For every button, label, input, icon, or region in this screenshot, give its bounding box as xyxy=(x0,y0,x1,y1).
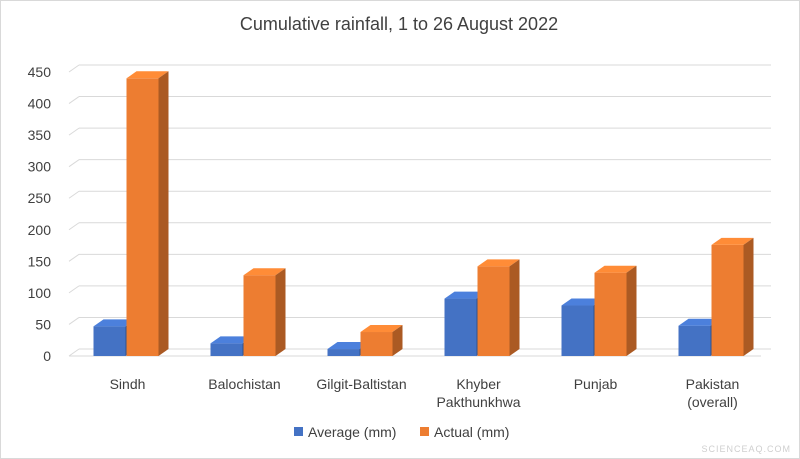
gridline-depth xyxy=(68,348,80,357)
gridline-depth xyxy=(68,159,80,168)
bar-front xyxy=(126,78,159,357)
x-tick-label: Khyber Pakthunkhwa xyxy=(436,376,520,410)
bar-top xyxy=(360,325,403,333)
bar xyxy=(126,71,169,357)
y-tick-label: 400 xyxy=(28,96,52,112)
bar-front xyxy=(210,343,243,356)
y-tick-label: 0 xyxy=(43,348,51,364)
bar xyxy=(594,265,637,356)
y-tick-label: 300 xyxy=(28,159,52,175)
legend-swatch xyxy=(420,427,429,436)
bar-side xyxy=(509,259,520,356)
bar-front xyxy=(93,326,126,356)
bar xyxy=(711,237,754,356)
bar-top xyxy=(93,319,136,327)
bar-front xyxy=(477,266,510,356)
bar xyxy=(243,268,286,356)
legend-item: Actual (mm) xyxy=(420,424,509,440)
x-tick-label: Gilgit-Baltistan xyxy=(316,376,406,392)
y-tick-label: 450 xyxy=(28,64,52,80)
bar-front xyxy=(711,244,744,356)
bar-front xyxy=(678,325,711,356)
gridline-depth xyxy=(68,127,80,136)
legend-swatch xyxy=(294,427,303,436)
bar-front xyxy=(594,272,627,356)
chart-title: Cumulative rainfall, 1 to 26 August 2022 xyxy=(240,14,558,34)
bar-top xyxy=(126,71,169,79)
x-tick-label: Balochistan xyxy=(208,376,280,392)
bar-top xyxy=(561,298,604,306)
gridline-depth xyxy=(68,317,80,325)
gridline-depth xyxy=(68,96,80,104)
y-axis-ticks: 0 50 100 150 200 250 300 350 400 450 xyxy=(28,64,52,364)
bar-side xyxy=(626,265,637,356)
bars xyxy=(93,71,754,357)
y-tick-label: 200 xyxy=(28,222,52,238)
bar xyxy=(360,325,403,356)
bar-top xyxy=(711,237,754,245)
bar xyxy=(477,259,520,356)
bar-front xyxy=(561,305,594,356)
bar-side xyxy=(158,71,169,357)
gridline-depth xyxy=(68,253,80,262)
legend: Average (mm) Actual (mm) xyxy=(294,424,509,440)
bar-front xyxy=(360,332,393,356)
y-tick-label: 350 xyxy=(28,127,52,143)
bar-side xyxy=(275,268,286,356)
gridlines xyxy=(68,64,771,357)
bar-top xyxy=(594,265,637,273)
bar-side xyxy=(743,237,754,356)
x-tick-label: Sindh xyxy=(110,376,146,392)
y-tick-label: 50 xyxy=(35,316,51,332)
x-axis-ticks: Sindh Balochistan Gilgit-Baltistan Khyber Pa… xyxy=(110,376,740,410)
bar-top xyxy=(444,291,487,299)
x-tick-label: Pakistan (overall) xyxy=(686,376,740,410)
watermark: SCIENCEAQ.COM xyxy=(701,444,791,454)
bar-top xyxy=(678,318,721,326)
legend-label: Average (mm) xyxy=(308,424,396,440)
y-tick-label: 150 xyxy=(28,253,52,269)
bar-front xyxy=(327,349,360,356)
bar-top xyxy=(243,268,286,276)
bar-side xyxy=(392,325,403,356)
legend-item: Average (mm) xyxy=(294,424,396,440)
gridline-depth xyxy=(68,190,80,199)
gridline-depth xyxy=(68,222,80,231)
x-tick-label: Punjab xyxy=(574,376,618,392)
bar-top xyxy=(477,259,520,267)
bar-front xyxy=(243,275,276,356)
y-tick-label: 100 xyxy=(28,285,52,301)
bar-front xyxy=(444,298,477,356)
gridline-depth xyxy=(68,285,80,294)
bar-top xyxy=(210,336,253,344)
bar-top xyxy=(327,342,370,350)
legend-label: Actual (mm) xyxy=(434,424,509,440)
gridline-depth xyxy=(68,64,80,73)
y-tick-label: 250 xyxy=(28,190,52,206)
